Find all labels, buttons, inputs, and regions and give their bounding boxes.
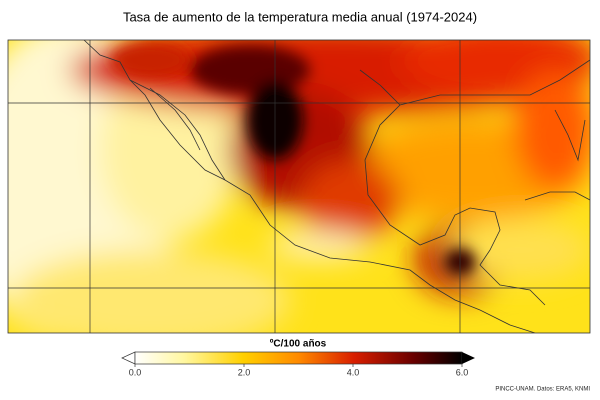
- graticule: [8, 40, 590, 333]
- colorbar-max-arrow: [462, 352, 475, 364]
- colorbar-tick-label: 2.0: [238, 367, 251, 377]
- temperature-field: [8, 40, 590, 333]
- colorbar-tick-label: 6.0: [456, 367, 469, 377]
- colorbar-min-arrow: [121, 351, 136, 365]
- map-frame: [7, 39, 591, 334]
- credit: PINCC-UNAM. Datos: ERA5, KNMI: [495, 387, 590, 393]
- map-title: Tasa de aumento de la temperatura media …: [123, 9, 477, 24]
- colorbar: [134, 351, 463, 365]
- coastline: [83, 40, 590, 333]
- colorbar-tick-label: 4.0: [347, 367, 360, 377]
- colorbar-label: ºC/100 años: [270, 339, 327, 350]
- colorbar-tick-label: 0.0: [129, 367, 142, 377]
